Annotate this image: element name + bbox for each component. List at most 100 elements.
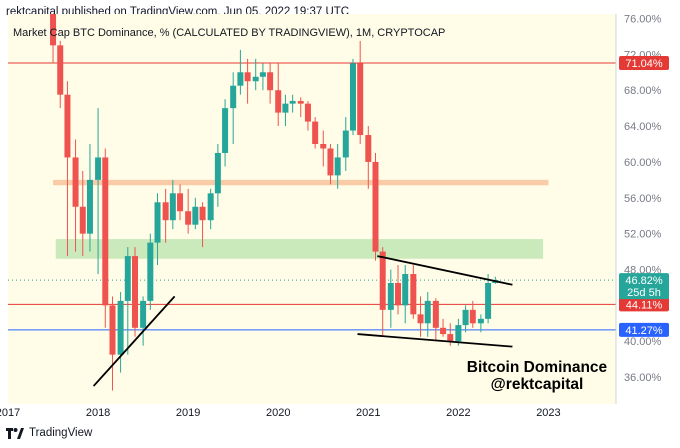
chart-title: Market Cap BTC Dominance, % (CALCULATED … <box>13 27 445 39</box>
x-tick-label: 2017 <box>0 407 20 419</box>
candle-body-56 <box>469 309 476 324</box>
candle-body-36 <box>320 144 327 149</box>
candle-body-46 <box>395 282 402 306</box>
support-41-price-tag-bg <box>619 322 669 337</box>
y-tick-label: 60.00% <box>624 157 662 169</box>
candle-body-3 <box>72 157 79 207</box>
candle-body-29 <box>267 72 274 91</box>
candle-body-5 <box>86 179 93 234</box>
candle-body-44 <box>379 251 386 310</box>
candle-body-35 <box>312 121 319 144</box>
candle-body-28 <box>259 72 266 77</box>
candle-body-50 <box>424 300 431 324</box>
candle-body-14 <box>154 202 161 243</box>
candle-body-45 <box>387 282 394 310</box>
level-44-price-tag: 44.11% <box>619 297 669 312</box>
level-44-price-tag-text: 44.11% <box>626 299 663 311</box>
candle-body-48 <box>410 274 417 315</box>
support-41-price-tag-text: 41.27% <box>625 325 663 337</box>
upper-wedge-line <box>377 255 513 286</box>
x-tick-label: 2019 <box>176 407 200 419</box>
candle-body-49 <box>417 314 424 324</box>
y-tick-label: 36.00% <box>624 372 662 384</box>
y-tick-label: 52.00% <box>624 229 662 241</box>
candle-body-13 <box>147 242 154 301</box>
y-tick-label: 56.00% <box>624 193 662 205</box>
last-price-tag: 46.82%25d 5h <box>619 273 669 300</box>
candle-body-47 <box>402 274 409 306</box>
footer-brand-label: TradingView <box>29 427 93 439</box>
candle-body-41 <box>357 63 364 136</box>
y-tick-label: 64.00% <box>624 121 662 133</box>
candle-body-10 <box>124 256 131 301</box>
candle-body-40 <box>349 63 356 131</box>
candle-body-37 <box>327 148 334 176</box>
candle-body-18 <box>185 211 192 225</box>
x-tick-label: 2018 <box>86 407 110 419</box>
support-trendline-2018 <box>92 295 176 387</box>
candle-body-9 <box>117 300 124 355</box>
candle-body-23 <box>222 108 229 153</box>
x-tick-label: 2020 <box>266 407 290 419</box>
candle-body-16 <box>169 193 176 221</box>
candle-body-19 <box>192 206 199 225</box>
candle-body-22 <box>214 152 221 194</box>
candle-body-8 <box>109 305 116 355</box>
y-tick-label: 76.00% <box>624 13 662 25</box>
candle-body-6 <box>95 157 102 180</box>
candle-body-27 <box>252 76 259 82</box>
annotation-line-2: @rektcapital <box>491 376 584 393</box>
candle-body-7 <box>102 157 109 306</box>
last-price-tag-text: 46.82% <box>625 275 663 287</box>
orange-zone <box>53 179 549 186</box>
candle-body-20 <box>199 206 206 221</box>
green-zone <box>55 239 544 259</box>
resistance-71-price-tag-bg <box>619 55 669 70</box>
footer-brand[interactable]: TradingView <box>6 427 92 439</box>
candle-body-4 <box>79 206 86 234</box>
candle-body-51 <box>432 300 439 328</box>
candle-body-25 <box>237 72 244 86</box>
candle-body-39 <box>342 130 349 158</box>
candle-body-33 <box>297 100 304 104</box>
tradingview-logo-icon <box>6 427 24 439</box>
last-price-tag-countdown: 25d 5h <box>627 287 661 299</box>
y-tick-label: 40.00% <box>624 336 662 348</box>
candle-body-57 <box>477 318 484 324</box>
candle-body-52 <box>440 327 447 335</box>
candle-body-58 <box>485 282 492 319</box>
candle-body-26 <box>244 72 251 82</box>
candle-body-42 <box>365 135 372 162</box>
candle-body-0 <box>50 14 57 46</box>
candle-body-53 <box>447 334 454 342</box>
candle-body-1 <box>57 45 64 95</box>
x-tick-label: 2021 <box>356 407 380 419</box>
annotation-line-1: Bitcoin Dominance <box>467 359 608 376</box>
candle-body-34 <box>304 103 311 122</box>
candle-body-15 <box>162 202 169 221</box>
candle-body-54 <box>455 325 462 342</box>
candle-body-2 <box>64 94 71 158</box>
candle-body-12 <box>140 300 147 328</box>
candle-body-55 <box>462 309 469 326</box>
resistance-71-price-tag-text: 71.04% <box>625 58 663 70</box>
candle-body-38 <box>334 157 341 176</box>
candle-body-43 <box>372 161 379 252</box>
x-tick-label: 2022 <box>446 407 470 419</box>
resistance-71-price-tag: 71.04% <box>619 55 669 70</box>
candle-body-21 <box>207 193 214 221</box>
level-44-price-tag-bg <box>619 297 669 312</box>
candle-body-17 <box>177 193 184 212</box>
candle-body-24 <box>230 85 237 109</box>
y-tick-label: 68.00% <box>624 85 662 97</box>
candle-body-30 <box>275 90 282 113</box>
candle-body-31 <box>282 103 289 113</box>
last-price-tag-bg <box>619 273 669 300</box>
support-41-price-tag: 41.27% <box>619 322 669 337</box>
x-tick-label: 2023 <box>536 407 560 419</box>
plot-background <box>8 14 616 404</box>
candle-body-32 <box>289 100 296 104</box>
candle-body-11 <box>132 256 139 328</box>
lower-wedge-line <box>357 333 513 348</box>
